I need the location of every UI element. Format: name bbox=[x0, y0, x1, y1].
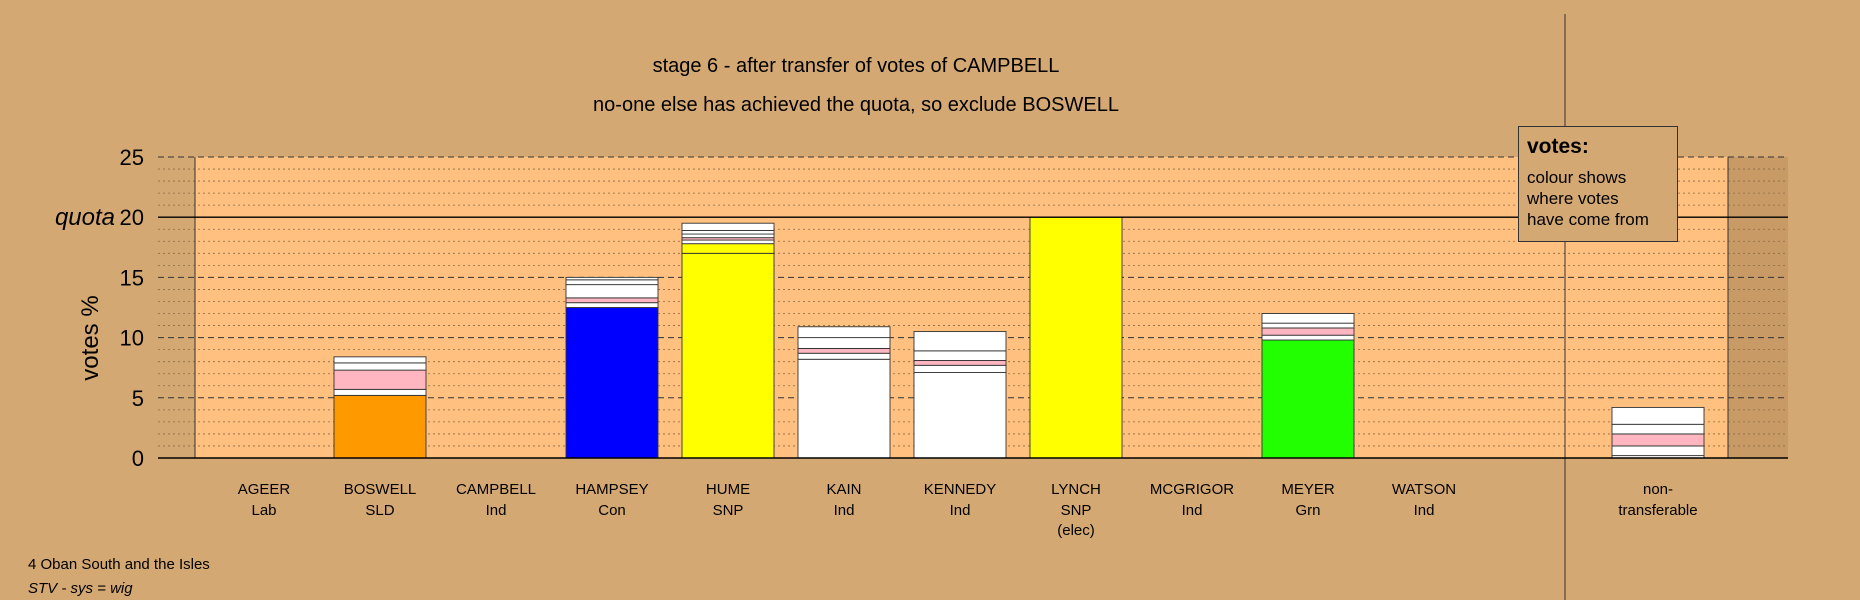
y-tick-label: 5 bbox=[132, 386, 144, 411]
y-tick-label: 25 bbox=[120, 145, 144, 170]
bar-segment bbox=[333, 394, 427, 459]
bar-segment bbox=[797, 347, 891, 354]
bar-segment bbox=[797, 358, 891, 459]
nt-label-line-1: non- bbox=[1643, 481, 1673, 498]
nt-bar-segment bbox=[1611, 433, 1705, 447]
system-label: STV - sys = wig bbox=[28, 580, 133, 597]
candidate-note-label: (elec) bbox=[1057, 522, 1095, 539]
bar-segment bbox=[1261, 334, 1355, 341]
candidate-name-label: HUME bbox=[706, 481, 750, 498]
bar-segment bbox=[797, 337, 891, 349]
bar-segment bbox=[333, 362, 427, 371]
bar-segment bbox=[333, 388, 427, 396]
bars bbox=[333, 216, 1705, 459]
y-tick-label: 20 bbox=[120, 205, 144, 230]
bar-segment bbox=[333, 369, 427, 390]
bar-segment bbox=[681, 229, 775, 235]
candidate-name-label: HAMPSEY bbox=[575, 481, 648, 498]
legend-box: votes: colour shows where votes have com… bbox=[1518, 126, 1678, 242]
quota-label: quota bbox=[55, 204, 115, 231]
candidate-name-label: WATSON bbox=[1392, 481, 1456, 498]
candidate-name-label: MEYER bbox=[1281, 481, 1335, 498]
bar-segment bbox=[565, 307, 659, 459]
bar-segment bbox=[681, 239, 775, 245]
labels: 0 5 10 15 20 25 AGEER Lab BOSWELL SLD CAMPBELL Ind H… bbox=[120, 145, 1698, 539]
constituency-label: 4 Oban South and the Isles bbox=[28, 556, 210, 573]
y-tick-label: 0 bbox=[132, 446, 144, 471]
bar-segment bbox=[913, 372, 1007, 459]
y-tick-label: 10 bbox=[120, 326, 144, 351]
candidate-name-label: BOSWELL bbox=[344, 481, 417, 498]
nt-bar-segment bbox=[1611, 423, 1705, 435]
candidate-party-label: Ind bbox=[486, 502, 507, 519]
chart-subtitle: no-one else has achieved the quota, so e… bbox=[593, 94, 1119, 116]
bar-segment bbox=[1261, 339, 1355, 459]
legend-line-2: where votes bbox=[1527, 189, 1619, 208]
nt-bar-segment bbox=[1611, 406, 1705, 425]
bar-segment bbox=[681, 233, 775, 239]
candidate-party-label: SLD bbox=[365, 502, 394, 519]
candidate-party-label: Con bbox=[598, 502, 626, 519]
candidate-name-label: KAIN bbox=[826, 481, 861, 498]
candidate-party-label: Ind bbox=[834, 502, 855, 519]
bar-segment bbox=[681, 252, 775, 459]
bar-segment bbox=[1261, 327, 1355, 336]
bar-segment bbox=[333, 356, 427, 364]
bar-segment bbox=[1261, 322, 1355, 329]
bar-segment bbox=[565, 279, 659, 286]
candidate-name-label: LYNCH bbox=[1051, 481, 1101, 498]
bar-segment bbox=[797, 326, 891, 339]
legend-line-1: colour shows bbox=[1527, 168, 1627, 187]
bar-segment bbox=[1261, 313, 1355, 324]
legend-title: votes: bbox=[1527, 135, 1589, 158]
candidate-name-label: MCGRIGOR bbox=[1150, 481, 1234, 498]
bar-segment bbox=[681, 243, 775, 254]
candidate-party-label: SNP bbox=[1061, 502, 1092, 519]
axes bbox=[158, 14, 1788, 600]
nt-bar-segment bbox=[1611, 445, 1705, 457]
bar-segment bbox=[565, 302, 659, 308]
bar-segment bbox=[565, 284, 659, 299]
chart-title: stage 6 - after transfer of votes of CAM… bbox=[653, 55, 1060, 77]
bar-segment bbox=[565, 276, 659, 281]
candidate-party-label: Ind bbox=[1414, 502, 1435, 519]
bar-segment bbox=[681, 222, 775, 231]
bar-segment bbox=[1029, 216, 1123, 459]
candidate-name-label: CAMPBELL bbox=[456, 481, 536, 498]
candidate-party-label: Grn bbox=[1295, 502, 1320, 519]
candidate-party-label: Lab bbox=[251, 502, 276, 519]
legend-line-3: have come from bbox=[1527, 210, 1649, 229]
bar-segment bbox=[797, 352, 891, 360]
bar-segment bbox=[913, 364, 1007, 373]
nt-area bbox=[1728, 157, 1788, 458]
bar-segment bbox=[565, 297, 659, 304]
candidate-name-label: KENNEDY bbox=[924, 481, 997, 498]
nt-label-line-2: transferable bbox=[1618, 502, 1697, 519]
bar-segment bbox=[913, 360, 1007, 366]
y-tick-label: 15 bbox=[120, 265, 144, 290]
candidate-name-label: AGEER bbox=[238, 481, 291, 498]
candidate-party-label: Ind bbox=[1182, 502, 1203, 519]
bar-segment bbox=[913, 350, 1007, 361]
candidate-party-label: SNP bbox=[713, 502, 744, 519]
candidate-party-label: Ind bbox=[950, 502, 971, 519]
bar-segment bbox=[913, 331, 1007, 352]
y-axis-label: votes % bbox=[77, 295, 104, 380]
